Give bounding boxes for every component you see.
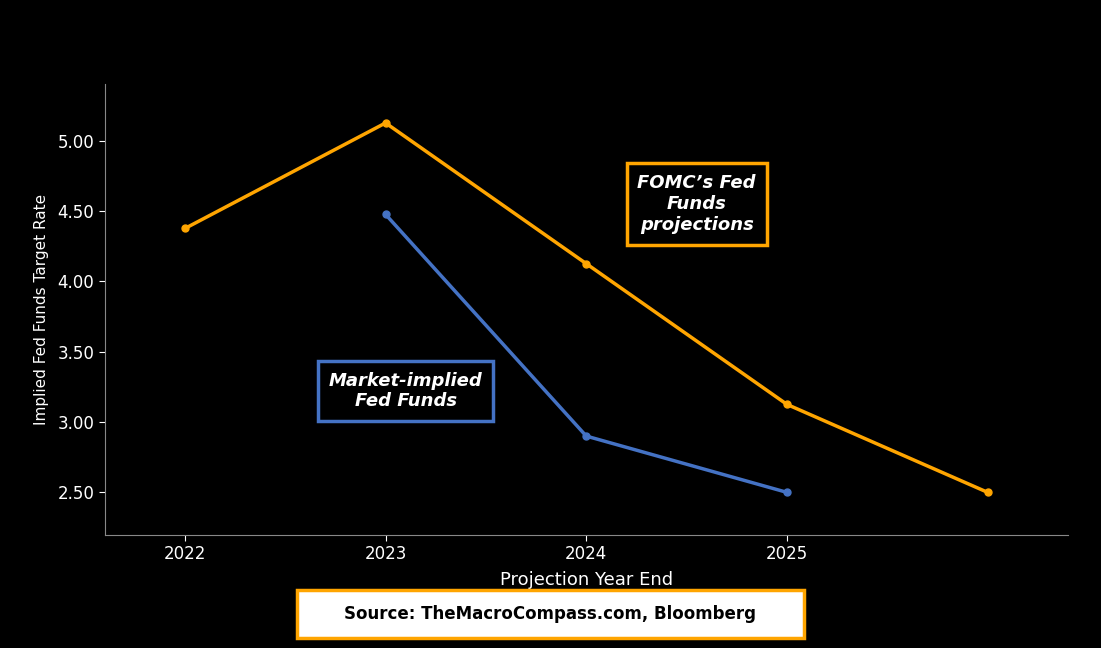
Text: Market-implied
Fed Funds: Market-implied Fed Funds <box>329 372 482 410</box>
Text: FOMC’s Fed
Funds
projections: FOMC’s Fed Funds projections <box>637 174 756 234</box>
FancyBboxPatch shape <box>297 590 804 638</box>
Text: The bond market does NOT believe the Fed on rate hikes – at all: The bond market does NOT believe the Fed… <box>123 22 978 46</box>
X-axis label: Projection Year End: Projection Year End <box>500 572 673 589</box>
Text: Source: TheMacroCompass.com, Bloomberg: Source: TheMacroCompass.com, Bloomberg <box>345 605 756 623</box>
Y-axis label: Implied Fed Funds Target Rate: Implied Fed Funds Target Rate <box>34 194 48 425</box>
